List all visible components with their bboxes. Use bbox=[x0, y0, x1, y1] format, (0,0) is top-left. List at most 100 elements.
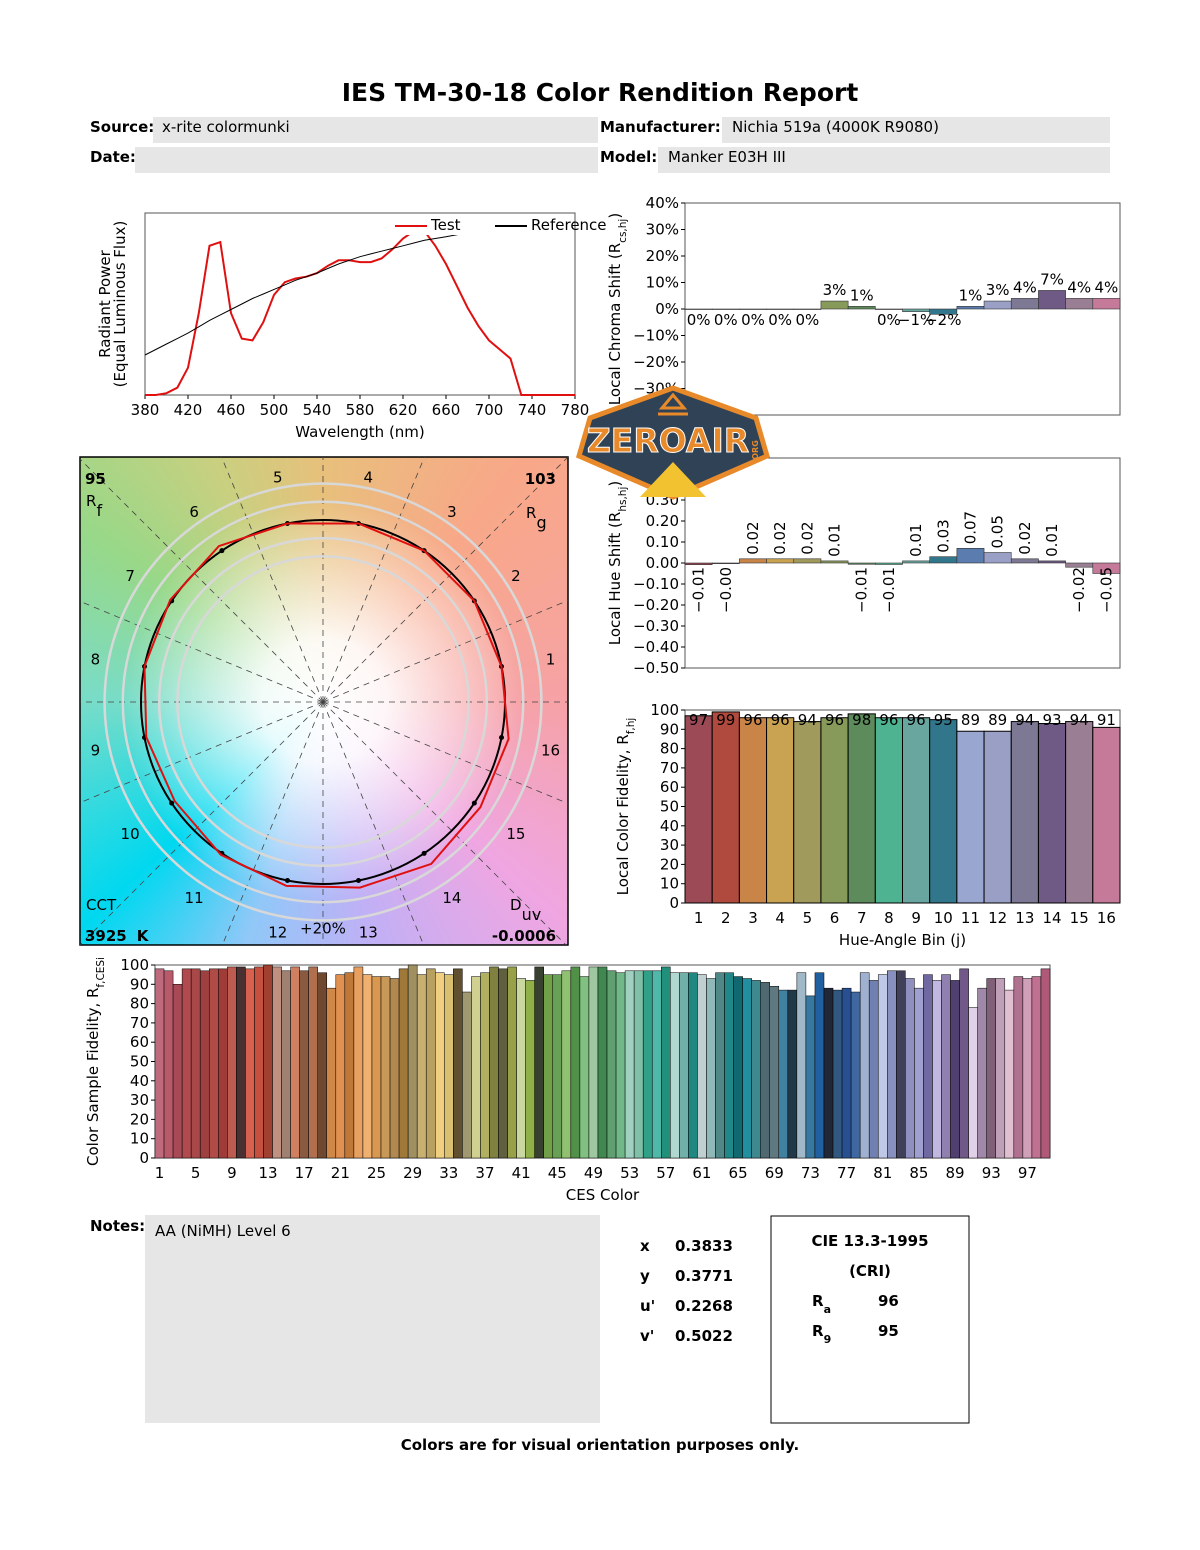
x-axis-label: Hue-Angle Bin (j) bbox=[839, 931, 966, 949]
chromaticity-label: v' bbox=[640, 1327, 654, 1345]
bar bbox=[793, 308, 822, 310]
bar bbox=[543, 974, 554, 1159]
ring-label: +20% bbox=[300, 919, 346, 937]
bar bbox=[929, 719, 958, 904]
x-tick-label: 45 bbox=[548, 1164, 567, 1182]
bar bbox=[956, 730, 985, 904]
bar bbox=[875, 562, 903, 565]
bar bbox=[820, 560, 849, 564]
value-label: 0.01 bbox=[826, 523, 844, 556]
bar bbox=[684, 715, 713, 904]
bar bbox=[977, 987, 987, 1159]
x-tick-label: 2 bbox=[721, 909, 731, 927]
cct-value: 3925 bbox=[85, 927, 127, 945]
bar bbox=[986, 978, 997, 1159]
value-label: 94 bbox=[1015, 711, 1034, 729]
bar bbox=[236, 966, 246, 1159]
bar bbox=[751, 980, 761, 1159]
y-tick-label: 0.00 bbox=[646, 554, 679, 572]
value-label: 89 bbox=[988, 711, 1007, 729]
cri-box bbox=[770, 1215, 970, 1424]
bin-label: 15 bbox=[506, 825, 525, 843]
bar bbox=[914, 987, 924, 1159]
bar bbox=[597, 966, 608, 1159]
y-axis-label-text: Local Color Fidelity, R bbox=[614, 734, 632, 895]
legend-label: Reference bbox=[531, 216, 607, 234]
value-label: 0.03 bbox=[934, 519, 952, 552]
bar bbox=[1038, 560, 1066, 564]
bar bbox=[172, 984, 183, 1159]
x-tick-label: 4 bbox=[775, 909, 785, 927]
bar bbox=[453, 968, 463, 1159]
bar bbox=[1022, 978, 1033, 1159]
y-axis-label-sub: f,CESi bbox=[95, 957, 107, 988]
bar bbox=[766, 717, 795, 904]
logo: ZEROAIR ORG bbox=[575, 385, 771, 500]
bin-boundary bbox=[322, 457, 568, 703]
bin-boundary bbox=[80, 701, 324, 804]
x-tick-label: 25 bbox=[367, 1164, 386, 1182]
x-tick-label: 420 bbox=[174, 401, 203, 419]
y-tick-label: 0% bbox=[655, 300, 679, 318]
value-label: 98 bbox=[852, 711, 871, 729]
bin-label: 8 bbox=[91, 651, 101, 669]
value-label: 0% bbox=[795, 311, 819, 329]
cri-title: CIE 13.3-1995 bbox=[811, 1232, 928, 1250]
cri-label-sub: a bbox=[824, 1303, 831, 1316]
cri-label-sub: 9 bbox=[824, 1333, 832, 1346]
value-label: 0.05 bbox=[989, 515, 1007, 548]
bar bbox=[847, 306, 876, 310]
ring bbox=[176, 555, 470, 849]
bin-label: 7 bbox=[125, 567, 135, 585]
x-tick-label: 3 bbox=[748, 909, 758, 927]
bar bbox=[1092, 562, 1121, 574]
series-line bbox=[145, 230, 575, 396]
value-label: 7% bbox=[1040, 270, 1064, 288]
bar bbox=[706, 978, 716, 1159]
x-tick-label: 81 bbox=[873, 1164, 892, 1182]
bar bbox=[425, 968, 436, 1159]
bar bbox=[245, 968, 255, 1159]
bar bbox=[1010, 721, 1039, 904]
bin-label: 4 bbox=[363, 468, 373, 486]
x-tick-label: 21 bbox=[331, 1164, 350, 1182]
bin-boundary bbox=[322, 600, 568, 703]
field-box bbox=[135, 147, 598, 173]
y-tick-label: 30% bbox=[646, 221, 679, 239]
y-tick-label: 10% bbox=[646, 274, 679, 292]
field-value: x-rite colormunki bbox=[162, 118, 290, 136]
reference-point bbox=[356, 878, 362, 884]
y-tick-label: 70 bbox=[660, 759, 679, 777]
x-tick-label: 77 bbox=[837, 1164, 856, 1182]
bar bbox=[887, 970, 897, 1159]
value-label: 0.07 bbox=[961, 511, 979, 544]
cri-value: 96 bbox=[878, 1292, 899, 1310]
value-label: 4% bbox=[1067, 278, 1091, 296]
x-tick-label: 740 bbox=[518, 401, 547, 419]
field-box bbox=[722, 117, 1110, 143]
y-tick-label: −10% bbox=[633, 327, 679, 345]
x-tick-label: 11 bbox=[961, 909, 980, 927]
x-tick-label: 13 bbox=[258, 1164, 277, 1182]
bar bbox=[1031, 976, 1042, 1159]
value-label: 91 bbox=[1097, 711, 1116, 729]
value-label: 3% bbox=[823, 281, 847, 299]
value-label: 1% bbox=[959, 286, 983, 304]
bar bbox=[805, 995, 816, 1159]
ring bbox=[103, 482, 543, 922]
bin-label: 3 bbox=[447, 503, 457, 521]
y-tick-label: −0.10 bbox=[633, 575, 679, 593]
bar bbox=[1004, 989, 1015, 1159]
x-tick-label: 6 bbox=[830, 909, 840, 927]
bar bbox=[950, 980, 960, 1159]
bar bbox=[1065, 721, 1094, 904]
field-label: Manufacturer: bbox=[600, 118, 721, 136]
bar bbox=[983, 300, 1012, 310]
bar bbox=[344, 972, 355, 1159]
bar bbox=[724, 972, 734, 1159]
bar bbox=[1092, 726, 1121, 904]
bar bbox=[615, 972, 626, 1159]
value-label: 1% bbox=[850, 286, 874, 304]
metric-label-text: R bbox=[86, 492, 96, 510]
